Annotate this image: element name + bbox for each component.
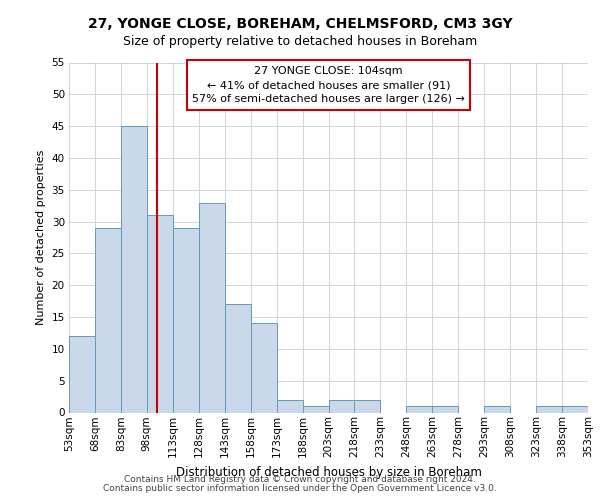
Bar <box>199 202 224 412</box>
Bar <box>121 126 147 412</box>
Text: Contains public sector information licensed under the Open Government Licence v3: Contains public sector information licen… <box>103 484 497 493</box>
Bar <box>355 400 380 412</box>
Bar <box>173 228 199 412</box>
X-axis label: Distribution of detached houses by size in Boreham: Distribution of detached houses by size … <box>176 466 481 478</box>
Text: Size of property relative to detached houses in Boreham: Size of property relative to detached ho… <box>123 35 477 48</box>
Bar <box>302 406 329 412</box>
Bar <box>406 406 432 412</box>
Bar <box>484 406 510 412</box>
Text: 27, YONGE CLOSE, BOREHAM, CHELMSFORD, CM3 3GY: 27, YONGE CLOSE, BOREHAM, CHELMSFORD, CM… <box>88 18 512 32</box>
Bar <box>277 400 302 412</box>
Bar <box>225 304 251 412</box>
Text: 27 YONGE CLOSE: 104sqm
← 41% of detached houses are smaller (91)
57% of semi-det: 27 YONGE CLOSE: 104sqm ← 41% of detached… <box>192 66 465 104</box>
Bar <box>536 406 562 412</box>
Bar <box>147 215 173 412</box>
Bar <box>69 336 95 412</box>
Bar <box>329 400 355 412</box>
Bar <box>433 406 458 412</box>
Text: Contains HM Land Registry data © Crown copyright and database right 2024.: Contains HM Land Registry data © Crown c… <box>124 475 476 484</box>
Bar <box>95 228 121 412</box>
Y-axis label: Number of detached properties: Number of detached properties <box>36 150 46 325</box>
Bar <box>251 324 277 412</box>
Bar <box>562 406 588 412</box>
